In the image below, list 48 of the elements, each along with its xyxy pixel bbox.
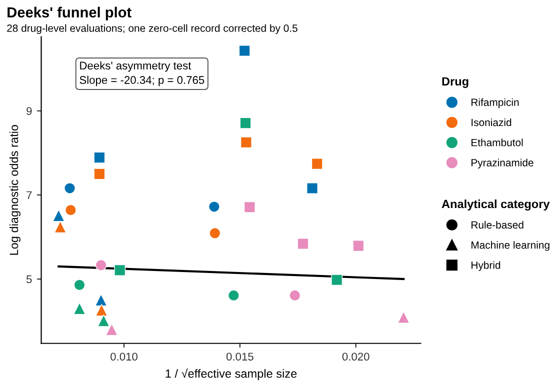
point xyxy=(97,314,110,327)
point xyxy=(94,152,106,164)
point xyxy=(306,182,318,194)
point xyxy=(94,294,108,306)
point xyxy=(95,304,108,316)
legend-label: Rule-based xyxy=(472,220,524,229)
point xyxy=(209,227,221,239)
point xyxy=(244,201,256,213)
point xyxy=(64,204,76,216)
legend-title: Drug xyxy=(442,77,468,88)
y-tick-label: 7 xyxy=(26,191,32,199)
legend-label: Ethambutol xyxy=(472,138,523,146)
legend-label: Rifampicin xyxy=(472,98,519,108)
x-tick-label: 0.015 xyxy=(226,352,254,361)
point xyxy=(289,290,301,302)
legend-label: Isoniazid xyxy=(472,118,512,126)
point xyxy=(54,220,66,234)
point xyxy=(352,240,364,252)
point xyxy=(106,323,118,336)
point xyxy=(297,238,309,250)
text: Analytical category xyxy=(442,199,550,211)
point xyxy=(238,45,250,56)
point xyxy=(52,209,65,222)
x-tick-label: 0.010 xyxy=(110,352,138,361)
point xyxy=(73,302,86,315)
point xyxy=(95,259,107,271)
y-tick-label: 9 xyxy=(26,107,32,115)
point xyxy=(64,182,76,194)
point xyxy=(228,290,240,302)
point xyxy=(74,279,86,291)
point xyxy=(311,158,323,170)
point xyxy=(208,201,220,212)
y-tick-label: 5 xyxy=(26,275,32,284)
x-axis-title: 1 / √effective sample size xyxy=(166,368,297,380)
point xyxy=(240,117,252,129)
chart-subtitle: 28 drug-level evaluations; one zero-cell record corrected by 0.5 xyxy=(7,24,298,34)
annotation: Deeks' asymmetry test Slope = -20.34; p = 0.765 xyxy=(80,61,204,86)
legend-label: Hybrid xyxy=(472,261,500,271)
point xyxy=(397,311,410,324)
point xyxy=(114,264,126,276)
legend-label: Machine learning xyxy=(472,241,550,251)
point xyxy=(94,168,106,180)
legend-label: Pyrazinamide xyxy=(472,158,534,168)
x-tick-label: 0.020 xyxy=(342,352,370,361)
chart-title: Deeks' funnel plot xyxy=(8,6,132,20)
point xyxy=(331,274,343,286)
point xyxy=(240,136,252,148)
y-axis-title: Log diagnostic odds ratio xyxy=(9,124,20,255)
